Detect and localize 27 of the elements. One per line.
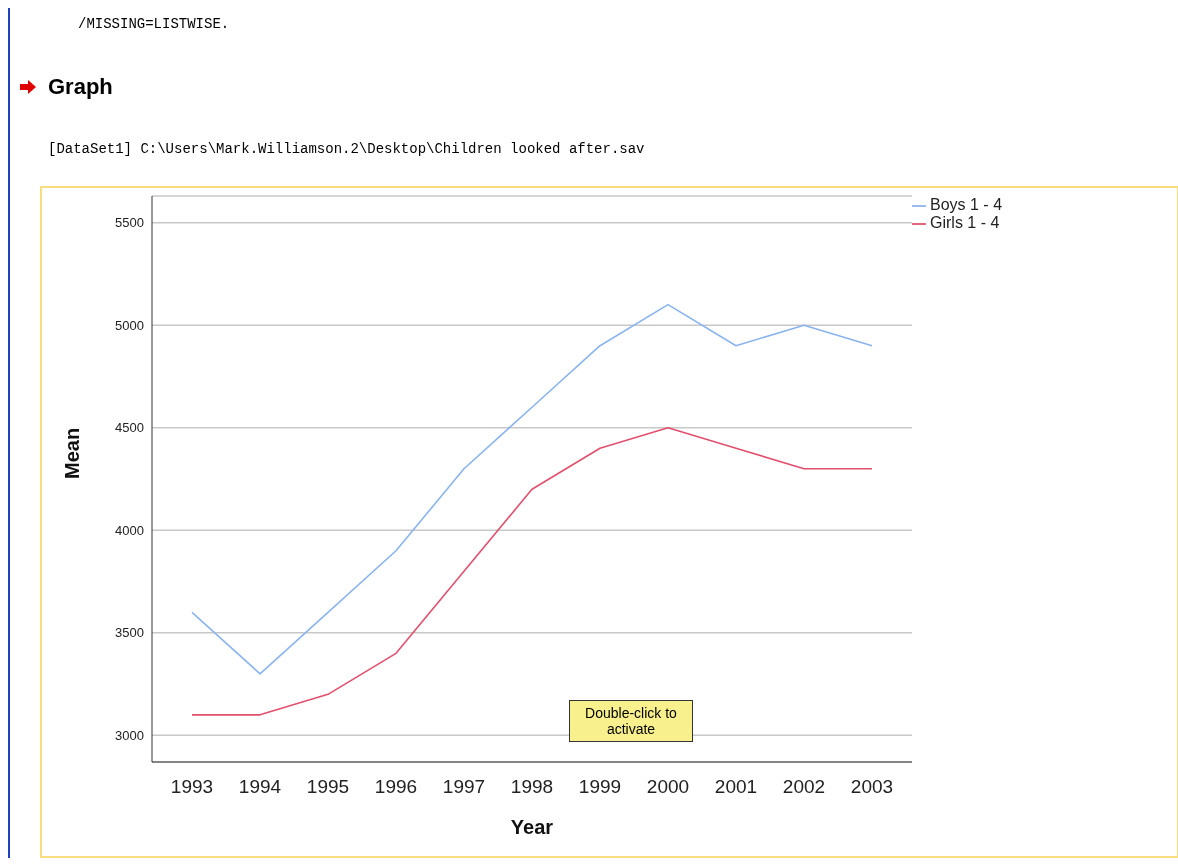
annotation: Double-click to activate xyxy=(569,700,693,742)
chart-title: Graph xyxy=(47,74,113,100)
y-tick-label: 4500 xyxy=(115,420,144,436)
y-tick-label: 3000 xyxy=(115,727,144,743)
text: [DataSet1] C:\Users\Mark.Williamson.2\Desktop\Children looked after.sav xyxy=(48,141,645,157)
x-tick-label: 2003 xyxy=(850,776,894,798)
text: /MISSING=LISTWISE. xyxy=(78,16,230,32)
y-tick-label: 5500 xyxy=(115,215,144,231)
x-tick-label: 1993 xyxy=(170,776,214,798)
x-tick-label: 1997 xyxy=(442,776,486,798)
x-tick-label: 1995 xyxy=(306,776,350,798)
x-axis-title: Year xyxy=(510,816,554,838)
y-tick-label: 3500 xyxy=(115,625,144,641)
y-tick-label: 4000 xyxy=(115,522,144,538)
y-axis-title: Mean xyxy=(61,427,84,479)
x-tick-label: 1999 xyxy=(578,776,622,798)
legend-label: Boys 1 - 4 xyxy=(930,196,1003,213)
x-tick-label: 2002 xyxy=(782,776,826,798)
line-series xyxy=(191,426,873,716)
x-tick-label: 2001 xyxy=(714,776,758,798)
x-tick-label: 1996 xyxy=(374,776,418,798)
x-tick-label: 1994 xyxy=(238,776,282,798)
x-tick-label: 1998 xyxy=(510,776,554,798)
y-tick-label: 5000 xyxy=(115,317,144,333)
legend-label: Girls 1 - 4 xyxy=(930,214,1000,231)
line-series xyxy=(191,303,873,675)
x-tick-label: 2000 xyxy=(646,776,690,798)
